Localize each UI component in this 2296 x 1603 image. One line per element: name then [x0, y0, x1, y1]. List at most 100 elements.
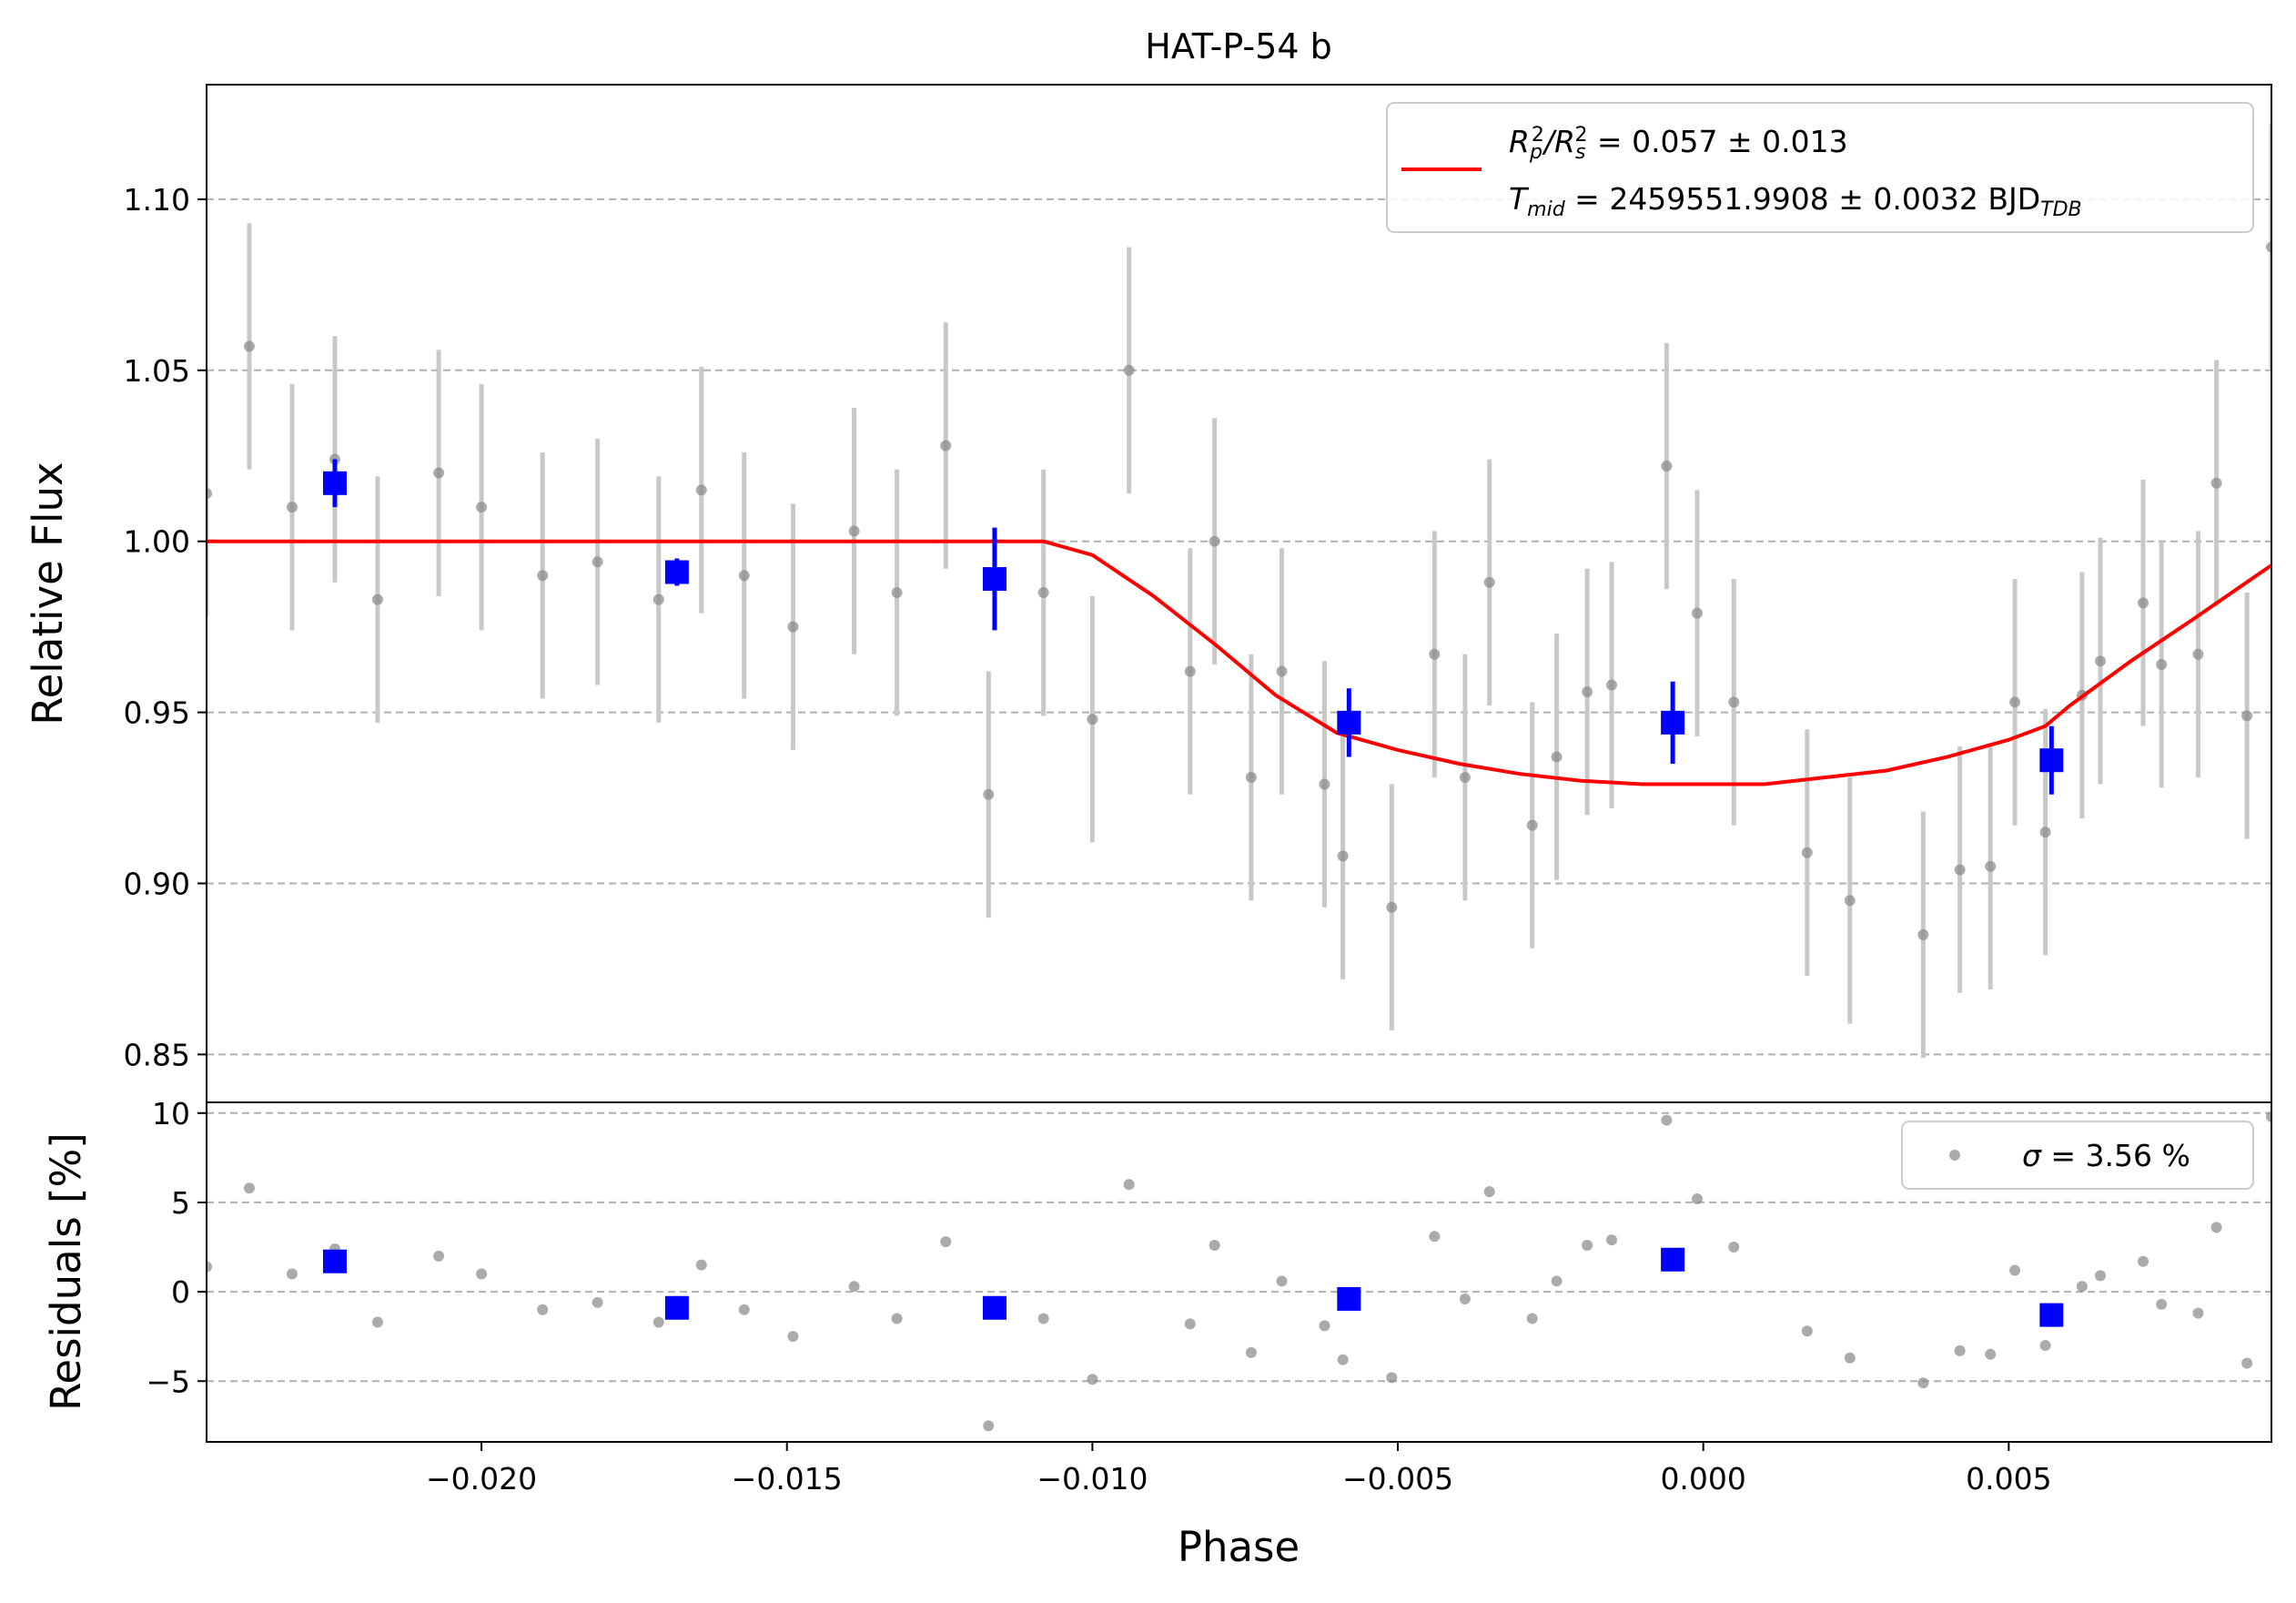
data-point	[243, 340, 255, 352]
x-tick-label: −0.020	[426, 1461, 537, 1496]
data-point	[433, 467, 445, 479]
binned-point	[1661, 710, 1685, 735]
x-ticks: −0.020 −0.015 −0.010 −0.005 0.000 0.005	[426, 1442, 2052, 1496]
residual-point	[1526, 1313, 1538, 1324]
data-point	[1037, 587, 1049, 599]
data-point	[1954, 864, 1966, 876]
data-point	[1483, 576, 1495, 588]
residual-point	[2241, 1357, 2253, 1369]
main-y-axis-label: Relative Flux	[24, 462, 72, 725]
residual-point	[1319, 1320, 1330, 1332]
x-tick-label: 0.005	[1966, 1461, 2051, 1496]
data-point	[1123, 364, 1135, 376]
residual-point	[2138, 1255, 2149, 1267]
residual-point	[243, 1182, 255, 1194]
main-y-tick-label: 0.95	[124, 695, 190, 731]
main-y-tick-label: 1.10	[124, 182, 190, 218]
residual-point	[1276, 1275, 1288, 1287]
residual-point	[1429, 1231, 1441, 1243]
residual-point	[2156, 1298, 2168, 1310]
data-point	[848, 525, 860, 537]
residual-point	[848, 1281, 860, 1293]
main-legend: Rp2/Rs2 = 0.057 ± 0.013 Tmid = 2459551.9…	[1386, 102, 2254, 233]
main-y-tick-label: 1.00	[124, 524, 190, 560]
data-point	[1691, 607, 1703, 619]
residual-y-tick-label: −5	[146, 1364, 190, 1399]
residual-point	[1844, 1352, 1856, 1364]
x-tick-label: −0.010	[1037, 1461, 1148, 1496]
data-point	[2210, 477, 2222, 489]
data-point	[1551, 751, 1563, 763]
residual-point	[286, 1268, 298, 1280]
residuals-axes-frame	[206, 1101, 2272, 1443]
data-point	[1661, 461, 1673, 472]
model-line	[207, 539, 2271, 786]
data-point	[1087, 714, 1098, 725]
main-y-tick-label: 0.85	[124, 1037, 190, 1072]
residual-y-tick-label: 5	[171, 1185, 190, 1221]
data-point	[695, 484, 707, 496]
residual-point	[1801, 1325, 1813, 1337]
data-point	[983, 788, 995, 800]
residual-y-tick-label: 0	[171, 1274, 190, 1310]
residual-point	[2192, 1307, 2204, 1319]
residual-binned-point	[982, 1295, 1006, 1320]
data-point	[537, 570, 549, 582]
residual-point	[1551, 1275, 1563, 1287]
legend-residual-swatch	[1949, 1150, 1960, 1161]
legend-entry-1: Rp2/Rs2 = 0.057 ± 0.013	[1509, 124, 1848, 164]
chart-title: HAT-P-54 b	[1145, 26, 1331, 66]
residual-binned-point	[1661, 1247, 1685, 1272]
main-y-tick-label: 0.90	[124, 866, 190, 901]
residual-point	[891, 1313, 903, 1324]
residual-point	[1245, 1346, 1257, 1358]
binned-point	[322, 471, 347, 495]
residual-point	[940, 1236, 952, 1248]
residual-point	[1386, 1372, 1398, 1384]
residual-point	[1209, 1240, 1220, 1252]
data-point	[1728, 696, 1740, 708]
residual-point	[787, 1331, 799, 1343]
residual-point	[983, 1420, 995, 1432]
legend-residual-entry: σ = 3.56 %	[2022, 1138, 2190, 1173]
data-point	[2241, 710, 2253, 722]
residuals-binned-points	[322, 1247, 2064, 1327]
data-point	[1386, 901, 1398, 913]
residual-point	[1459, 1293, 1471, 1304]
residual-point	[2039, 1339, 2051, 1351]
data-point	[371, 594, 383, 605]
data-point	[1844, 895, 1856, 907]
residual-point	[2076, 1281, 2088, 1293]
legend-entry-2: Tmid = 2459551.9908 ± 0.0032 BJDTDB	[1509, 181, 2082, 221]
data-point	[1985, 860, 1997, 872]
data-point	[1245, 771, 1257, 783]
residuals-datapoints	[207, 1111, 2271, 1432]
residual-point	[476, 1268, 488, 1280]
data-point	[1429, 648, 1441, 660]
data-point	[207, 488, 212, 500]
residual-point	[1184, 1318, 1196, 1330]
residual-binned-point	[322, 1249, 347, 1273]
residual-point	[1728, 1242, 1740, 1253]
residual-point	[1123, 1179, 1135, 1191]
residual-point	[1483, 1186, 1495, 1198]
residual-point	[1691, 1193, 1703, 1205]
residuals-gridlines	[207, 1111, 2271, 1383]
residuals-y-axis-label: Residuals [%]	[42, 1132, 90, 1411]
data-point	[286, 502, 298, 513]
data-point	[2009, 696, 2021, 708]
residual-point	[738, 1304, 750, 1315]
data-point	[2266, 241, 2271, 253]
residual-binned-point	[664, 1295, 689, 1320]
main-errorbars	[207, 124, 2271, 1059]
data-point	[738, 570, 750, 582]
residual-point	[1661, 1114, 1673, 1126]
data-point	[2138, 597, 2149, 609]
residual-point	[1605, 1234, 1617, 1246]
main-datapoints	[207, 241, 2271, 940]
data-point	[1209, 535, 1220, 547]
residual-point	[1037, 1313, 1049, 1324]
residual-point	[371, 1316, 383, 1328]
residual-point	[695, 1259, 707, 1271]
residual-point	[1954, 1344, 1966, 1356]
